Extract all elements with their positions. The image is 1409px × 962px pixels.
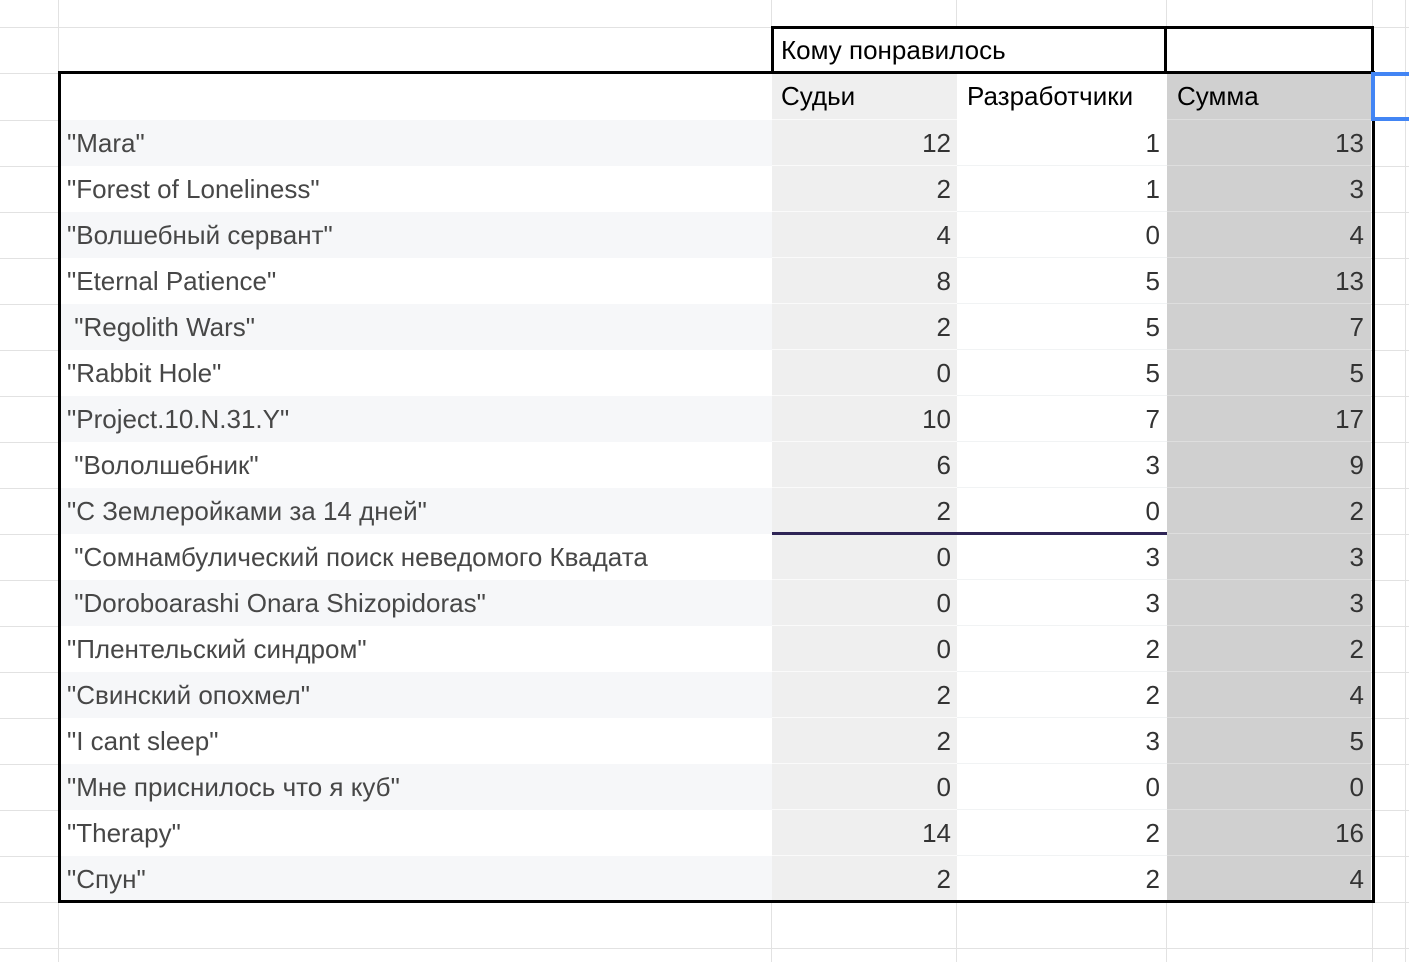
cell-developers[interactable]: 2: [957, 672, 1167, 718]
table-row: "Mara" 12 1 13: [0, 120, 1409, 166]
table-row: "Eternal Patience" 8 5 13: [0, 258, 1409, 304]
gridline-row-1: [0, 27, 1409, 28]
cell-sum[interactable]: 17: [1167, 396, 1371, 442]
cell-title[interactable]: "Волшебный сервант": [59, 212, 772, 258]
cell-title[interactable]: "С Землеройками за 14 дней": [59, 488, 772, 534]
cell-developers[interactable]: 2: [957, 856, 1167, 902]
cell-sum[interactable]: 4: [1167, 672, 1371, 718]
table-row: "Спун" 2 2 4: [0, 856, 1409, 902]
cell-sum[interactable]: 2: [1167, 488, 1371, 534]
cell-judges[interactable]: 0: [772, 534, 957, 580]
table-row: "С Землеройками за 14 дней" 2 0 2: [0, 488, 1409, 534]
cell-judges[interactable]: 6: [772, 442, 957, 488]
cell-judges[interactable]: 2: [772, 304, 957, 350]
table-row: "Therapy" 14 2 16: [0, 810, 1409, 856]
cell-sum[interactable]: 9: [1167, 442, 1371, 488]
table-row: "Regolith Wars" 2 5 7: [0, 304, 1409, 350]
cell-title[interactable]: "Project.10.N.31.Y": [59, 396, 772, 442]
cell-sum[interactable]: 3: [1167, 580, 1371, 626]
cell-developers[interactable]: 7: [957, 396, 1167, 442]
cell-developers[interactable]: 5: [957, 350, 1167, 396]
cell-header-judges[interactable]: Судьи: [772, 73, 957, 120]
table-row: "Вололшебник" 6 3 9: [0, 442, 1409, 488]
cell-developers[interactable]: 1: [957, 166, 1167, 212]
table-row: "Сомнамбулический поиск неведомого Квада…: [0, 534, 1409, 580]
cell-sum[interactable]: 3: [1167, 166, 1371, 212]
cell-judges[interactable]: 4: [772, 212, 957, 258]
cell-developers[interactable]: 2: [957, 626, 1167, 672]
cell-header-sum[interactable]: Сумма: [1167, 73, 1371, 120]
cell-title[interactable]: "Doroboarashi Onara Shizopidoras": [59, 580, 772, 626]
table-row: "Rabbit Hole" 0 5 5: [0, 350, 1409, 396]
cell-developers[interactable]: 0: [957, 488, 1167, 534]
cell-judges[interactable]: 2: [772, 488, 957, 534]
cell-developers[interactable]: 0: [957, 764, 1167, 810]
cell-title[interactable]: "Спун": [59, 856, 772, 902]
cell-judges[interactable]: 10: [772, 396, 957, 442]
cell-sum[interactable]: 7: [1167, 304, 1371, 350]
cell-title[interactable]: "Сомнамбулический поиск неведомого Квада…: [59, 534, 772, 580]
cell-sum[interactable]: 4: [1167, 212, 1371, 258]
cell-judges[interactable]: 2: [772, 718, 957, 764]
cell-sum[interactable]: 2: [1167, 626, 1371, 672]
cell-judges[interactable]: 14: [772, 810, 957, 856]
cell-developers[interactable]: 1: [957, 120, 1167, 166]
cell-title[interactable]: "Вололшебник": [59, 442, 772, 488]
cell-developers[interactable]: 3: [957, 442, 1167, 488]
cell-judges[interactable]: 0: [772, 580, 957, 626]
cell-judges[interactable]: 0: [772, 626, 957, 672]
table-row: "Мне приснилось что я куб" 0 0 0: [0, 764, 1409, 810]
cell-sum[interactable]: 3: [1167, 534, 1371, 580]
cell-sum[interactable]: 13: [1167, 120, 1371, 166]
cell-judges[interactable]: 2: [772, 856, 957, 902]
cell-judges[interactable]: 12: [772, 120, 957, 166]
cell-judges[interactable]: 0: [772, 764, 957, 810]
cell-sum[interactable]: 5: [1167, 718, 1371, 764]
cell-title[interactable]: "Regolith Wars": [59, 304, 772, 350]
cell-judges[interactable]: 8: [772, 258, 957, 304]
cell-developers[interactable]: 3: [957, 580, 1167, 626]
table-row: "Плентельский синдром" 0 2 2: [0, 626, 1409, 672]
cell-judges[interactable]: 0: [772, 350, 957, 396]
selected-cell-outline[interactable]: [1371, 72, 1409, 121]
cell-title[interactable]: "Forest of Loneliness": [59, 166, 772, 212]
table-row: "Doroboarashi Onara Shizopidoras" 0 3 3: [0, 580, 1409, 626]
cell-group-header[interactable]: Кому понравилось: [772, 27, 1165, 73]
table-row: "I cant sleep" 2 3 5: [0, 718, 1409, 764]
table-row: "Project.10.N.31.Y" 10 7 17: [0, 396, 1409, 442]
cell-developers[interactable]: 0: [957, 212, 1167, 258]
cell-developers[interactable]: 5: [957, 258, 1167, 304]
cell-developers[interactable]: 2: [957, 810, 1167, 856]
purple-divider-line: [772, 532, 1167, 535]
table-row: "Свинский опохмел" 2 2 4: [0, 672, 1409, 718]
cell-title[interactable]: "Eternal Patience": [59, 258, 772, 304]
cell-sum[interactable]: 16: [1167, 810, 1371, 856]
cell-title[interactable]: "Плентельский синдром": [59, 626, 772, 672]
cell-title[interactable]: "I cant sleep": [59, 718, 772, 764]
table-row: "Forest of Loneliness" 2 1 3: [0, 166, 1409, 212]
cell-title[interactable]: "Мне приснилось что я куб": [59, 764, 772, 810]
cell-header-developers[interactable]: Разработчики: [957, 73, 1167, 120]
cell-judges[interactable]: 2: [772, 166, 957, 212]
cell-developers[interactable]: 3: [957, 534, 1167, 580]
cell-header-empty[interactable]: [59, 73, 772, 120]
cell-developers[interactable]: 3: [957, 718, 1167, 764]
cell-sum[interactable]: 5: [1167, 350, 1371, 396]
cell-title[interactable]: "Rabbit Hole": [59, 350, 772, 396]
cell-sum[interactable]: 0: [1167, 764, 1371, 810]
cell-title[interactable]: "Therapy": [59, 810, 772, 856]
table-row: "Волшебный сервант" 4 0 4: [0, 212, 1409, 258]
cell-title[interactable]: "Mara": [59, 120, 772, 166]
cell-judges[interactable]: 2: [772, 672, 957, 718]
cell-sum[interactable]: 4: [1167, 856, 1371, 902]
cell-title[interactable]: "Свинский опохмел": [59, 672, 772, 718]
cell-sum[interactable]: 13: [1167, 258, 1371, 304]
cell-developers[interactable]: 5: [957, 304, 1167, 350]
